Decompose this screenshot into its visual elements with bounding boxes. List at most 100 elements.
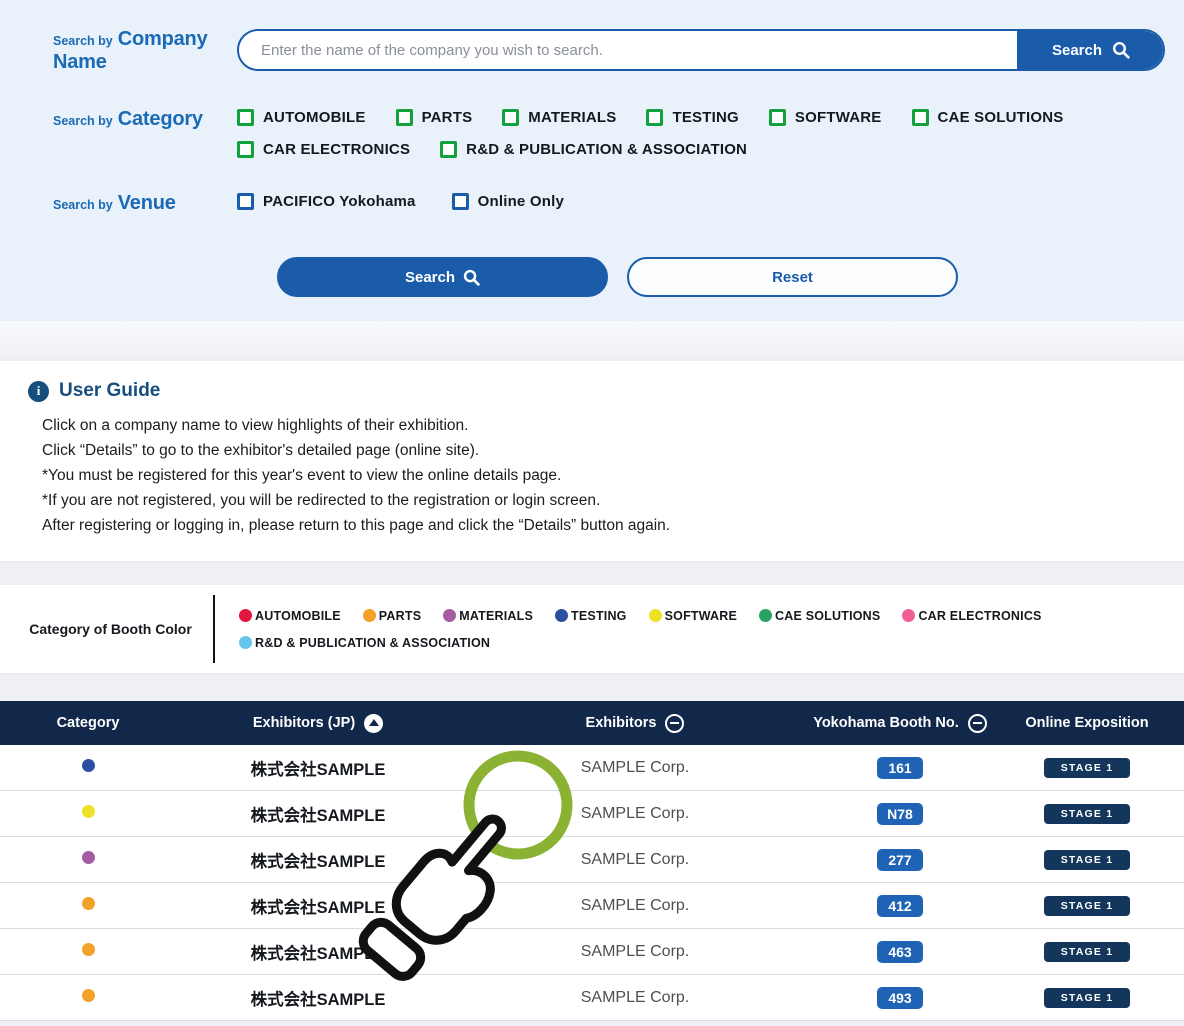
legend-item-testing: TESTING [555, 609, 627, 623]
checkbox-icon[interactable] [237, 193, 254, 210]
user-guide-line: *If you are not registered, you will be … [42, 492, 601, 509]
legend-item-parts: PARTS [362, 608, 422, 623]
checkbox-label: SOFTWARE [794, 109, 882, 126]
column-header-online-exposition: Online Exposition [1025, 715, 1149, 731]
exhibitor-jp-name[interactable]: 株式会社SAMPLE [250, 852, 386, 871]
category-checkbox-cae-solutions[interactable]: CAE SOLUTIONS [911, 109, 1064, 126]
sort-ascending-icon[interactable] [364, 713, 384, 733]
checkbox-icon[interactable] [440, 141, 458, 158]
column-header-category: Category [56, 715, 120, 731]
category-search-label: Search by Category [0, 106, 237, 131]
legend-label: CAE SOLUTIONS [775, 608, 881, 623]
table-row[interactable]: 株式会社SAMPLE SAMPLE Corp. N78 STAGE 1 [0, 791, 1184, 837]
section-gap [0, 321, 1184, 361]
company-search-input-group: Search [237, 29, 1165, 71]
checkbox-label: MATERIALS [528, 109, 617, 126]
checkbox-label: Online Only [477, 193, 564, 210]
table-row[interactable]: 株式会社SAMPLE SAMPLE Corp. 161 STAGE 1 [0, 745, 1184, 791]
checkbox-icon[interactable] [451, 193, 469, 210]
venue-search-label: Search by Venue [0, 190, 237, 215]
legend-item-cae-solutions: CAE SOLUTIONS [759, 609, 880, 623]
company-label-prefix: Search by [53, 34, 113, 48]
exhibitor-en-name: SAMPLE Corp. [580, 758, 690, 776]
booth-color-legend-panel: Category of Booth Color AUTOMOBILE PARTS M… [0, 585, 1184, 673]
category-label-main: Category [117, 108, 203, 130]
exhibitor-jp-name[interactable]: 株式会社SAMPLE [250, 760, 386, 779]
category-checkbox-r-d-publication-association[interactable]: R&D & PUBLICATION & ASSOCIATION [440, 141, 747, 158]
booth-number-badge: 161 [877, 756, 923, 779]
exhibitor-jp-name[interactable]: 株式会社SAMPLE [250, 944, 386, 963]
exhibitor-en-name: SAMPLE Corp. [580, 896, 690, 914]
category-dot [81, 942, 95, 956]
exhibitor-jp-name[interactable]: 株式会社SAMPLE [250, 898, 386, 917]
category-label-prefix: Search by [53, 114, 113, 128]
user-guide-line: Click on a company name to view highligh… [42, 417, 469, 434]
online-exposition-badge[interactable]: STAGE 1 [1043, 987, 1131, 1008]
category-color-dot [362, 609, 376, 622]
company-search-label: Search by Company Name [0, 26, 237, 74]
online-exposition-badge[interactable]: STAGE 1 [1043, 941, 1131, 962]
info-icon: i [28, 380, 49, 402]
legend-divider [213, 595, 215, 663]
user-guide-text: Click on a company name to view highligh… [42, 413, 1184, 538]
company-search-button[interactable]: Search [1017, 31, 1163, 69]
booth-legend-items: AUTOMOBILE PARTS MATERIALS TESTING SOFTWARE C… [215, 599, 1184, 660]
reset-button[interactable]: Reset [627, 257, 958, 297]
booth-number-badge: N78 [877, 802, 923, 825]
exhibitors-table: Category Exhibitors (JP) Exhibitors Yoko… [0, 701, 1184, 1021]
user-guide-line: After registering or logging in, please … [42, 517, 671, 534]
table-row[interactable]: 株式会社SAMPLE SAMPLE Corp. 277 STAGE 1 [0, 837, 1184, 883]
category-color-dot [239, 609, 252, 622]
checkbox-icon[interactable] [768, 109, 786, 126]
venue-search-row: Search by Venue PACIFICO Yokohama Online O… [0, 190, 1184, 215]
table-row[interactable]: 株式会社SAMPLE SAMPLE Corp. 493 STAGE 1 [0, 975, 1184, 1021]
category-checkbox-parts[interactable]: PARTS [395, 109, 473, 126]
legend-item-materials: MATERIALS [443, 609, 533, 623]
company-search-input[interactable] [239, 31, 1017, 69]
venue-label-main: Venue [117, 192, 176, 214]
venue-checkbox-pacifico-yokohama[interactable]: PACIFICO Yokohama [237, 193, 416, 210]
checkbox-icon[interactable] [237, 141, 254, 158]
exhibitor-jp-name[interactable]: 株式会社SAMPLE [250, 990, 386, 1009]
category-color-dot [759, 609, 773, 622]
table-row[interactable]: 株式会社SAMPLE SAMPLE Corp. 412 STAGE 1 [0, 883, 1184, 929]
category-checkbox-car-electronics[interactable]: CAR ELECTRONICS [237, 141, 410, 158]
online-exposition-badge[interactable]: STAGE 1 [1043, 895, 1131, 916]
category-checkbox-software[interactable]: SOFTWARE [768, 109, 882, 126]
user-guide-title: User Guide [59, 380, 161, 401]
exhibitor-en-name: SAMPLE Corp. [580, 942, 690, 960]
sort-unsorted-icon[interactable] [967, 713, 987, 733]
online-exposition-badge[interactable]: STAGE 1 [1043, 849, 1131, 870]
legend-label: PARTS [378, 608, 422, 623]
checkbox-icon[interactable] [395, 109, 413, 126]
online-exposition-badge[interactable]: STAGE 1 [1043, 803, 1131, 824]
column-header-exhibitors[interactable]: Exhibitors [460, 713, 810, 733]
sort-unsorted-icon[interactable] [665, 713, 685, 733]
legend-item-software: SOFTWARE [648, 609, 737, 623]
category-checkbox-testing[interactable]: TESTING [646, 109, 739, 126]
online-exposition-badge[interactable]: STAGE 1 [1043, 757, 1131, 778]
checkbox-icon[interactable] [502, 109, 520, 126]
exhibitor-jp-name[interactable]: 株式会社SAMPLE [250, 806, 386, 825]
checkbox-icon[interactable] [911, 109, 929, 126]
legend-item-automobile: AUTOMOBILE [239, 609, 341, 623]
search-buttons-row: Search Reset [0, 251, 1184, 297]
category-options: AUTOMOBILE PARTS MATERIALS TESTING SOFTWARE C… [237, 106, 1063, 158]
checkbox-icon[interactable] [646, 109, 664, 126]
user-guide-line: Click “Details” to go to the exhibitor's… [42, 442, 480, 459]
checkbox-label: R&D & PUBLICATION & ASSOCIATION [466, 141, 748, 158]
table-row[interactable]: 株式会社SAMPLE SAMPLE Corp. 463 STAGE 1 [0, 929, 1184, 975]
column-header-booth-no[interactable]: Yokohama Booth No. [810, 713, 990, 733]
booth-number-badge: 463 [877, 940, 923, 963]
venue-checkbox-online-only[interactable]: Online Only [451, 193, 564, 210]
category-checkbox-automobile[interactable]: AUTOMOBILE [237, 109, 366, 126]
checkbox-label: TESTING [672, 109, 739, 126]
section-gap [0, 561, 1184, 585]
category-checkbox-materials[interactable]: MATERIALS [502, 109, 616, 126]
search-submit-button[interactable]: Search [277, 257, 608, 297]
legend-label: TESTING [571, 608, 627, 623]
column-header-exhibitors-jp[interactable]: Exhibitors (JP) [176, 713, 460, 733]
checkbox-label: PARTS [421, 109, 473, 126]
checkbox-icon[interactable] [237, 109, 254, 126]
